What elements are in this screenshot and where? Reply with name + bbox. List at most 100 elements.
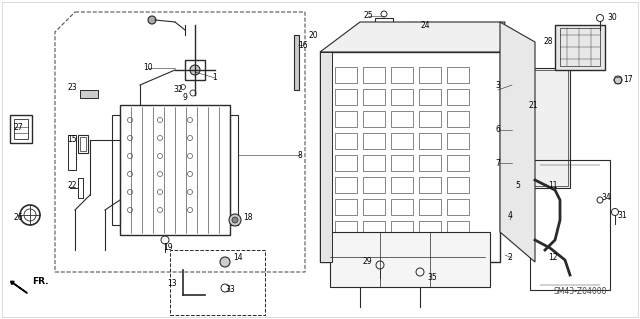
Bar [14, 119, 28, 139]
Text: 5: 5 [516, 181, 520, 189]
Text: 4: 4 [508, 211, 513, 219]
Bar [294, 35, 299, 90]
Polygon shape [500, 22, 535, 262]
Bar [363, 199, 385, 215]
Bar [525, 68, 570, 188]
Bar [419, 155, 441, 171]
Polygon shape [320, 22, 505, 52]
Bar [447, 155, 469, 171]
Text: 24: 24 [420, 21, 430, 31]
Text: 31: 31 [617, 211, 627, 219]
Bar [419, 221, 441, 237]
Bar [391, 133, 413, 149]
Bar [78, 135, 88, 153]
Bar [447, 89, 469, 105]
Text: SM43-Z04008: SM43-Z04008 [554, 287, 607, 296]
Bar [391, 221, 413, 237]
Text: 20: 20 [308, 31, 318, 40]
Bar [335, 111, 357, 127]
Bar [320, 52, 332, 262]
Bar [530, 160, 610, 290]
Text: 17: 17 [623, 76, 633, 85]
Bar [527, 70, 568, 186]
Text: 35: 35 [427, 273, 437, 283]
Bar [363, 221, 385, 237]
Text: 19: 19 [163, 243, 173, 253]
Bar [10, 115, 32, 143]
Bar [391, 67, 413, 83]
Text: 12: 12 [548, 254, 557, 263]
Bar [447, 177, 469, 193]
Text: 10: 10 [143, 63, 153, 72]
Bar [555, 25, 605, 70]
Bar [447, 199, 469, 215]
Bar [320, 52, 500, 262]
Text: 9: 9 [182, 93, 188, 101]
Bar [447, 133, 469, 149]
Text: 30: 30 [607, 13, 617, 23]
Bar [419, 67, 441, 83]
Bar [80, 137, 86, 151]
Bar [363, 111, 385, 127]
Text: 7: 7 [495, 159, 500, 167]
Text: FR.: FR. [32, 278, 49, 286]
Text: 18: 18 [243, 213, 253, 222]
Text: 2: 2 [508, 254, 513, 263]
Bar [78, 178, 83, 198]
Bar [363, 89, 385, 105]
Bar [170, 250, 265, 315]
Text: 8: 8 [298, 151, 302, 160]
Circle shape [229, 214, 241, 226]
Text: 15: 15 [67, 136, 77, 145]
Circle shape [232, 217, 238, 223]
Bar [330, 232, 490, 287]
Bar [447, 67, 469, 83]
Circle shape [220, 257, 230, 267]
Text: 34: 34 [601, 194, 611, 203]
Text: 16: 16 [298, 41, 308, 49]
Bar [335, 177, 357, 193]
Bar [363, 67, 385, 83]
Bar [335, 133, 357, 149]
Bar [419, 177, 441, 193]
Bar [447, 221, 469, 237]
Bar [230, 115, 238, 225]
Bar [419, 133, 441, 149]
Bar [375, 18, 393, 32]
Text: 29: 29 [362, 257, 372, 266]
Bar [560, 28, 600, 66]
Text: 1: 1 [212, 73, 218, 83]
Bar [335, 221, 357, 237]
Bar [335, 199, 357, 215]
Text: 33: 33 [225, 286, 235, 294]
Circle shape [148, 16, 156, 24]
Text: 26: 26 [13, 213, 23, 222]
Text: 23: 23 [67, 84, 77, 93]
FancyArrow shape [10, 281, 27, 293]
Circle shape [190, 65, 200, 75]
Text: 28: 28 [543, 38, 553, 47]
Bar [391, 199, 413, 215]
Text: 6: 6 [495, 125, 500, 135]
Bar [335, 67, 357, 83]
Bar [335, 155, 357, 171]
Bar [80, 90, 98, 98]
Bar [112, 115, 120, 225]
Bar [120, 105, 230, 235]
Bar [419, 111, 441, 127]
Bar [391, 155, 413, 171]
Bar [419, 89, 441, 105]
Bar [335, 89, 357, 105]
Bar [447, 111, 469, 127]
Text: 22: 22 [67, 181, 77, 189]
Text: 21: 21 [528, 100, 538, 109]
Text: 13: 13 [167, 278, 177, 287]
Bar [363, 155, 385, 171]
Text: 27: 27 [13, 122, 23, 131]
Bar [419, 199, 441, 215]
Text: 11: 11 [548, 181, 557, 189]
Bar [185, 60, 205, 80]
Bar [391, 177, 413, 193]
Bar [502, 178, 514, 188]
Bar [68, 135, 76, 170]
